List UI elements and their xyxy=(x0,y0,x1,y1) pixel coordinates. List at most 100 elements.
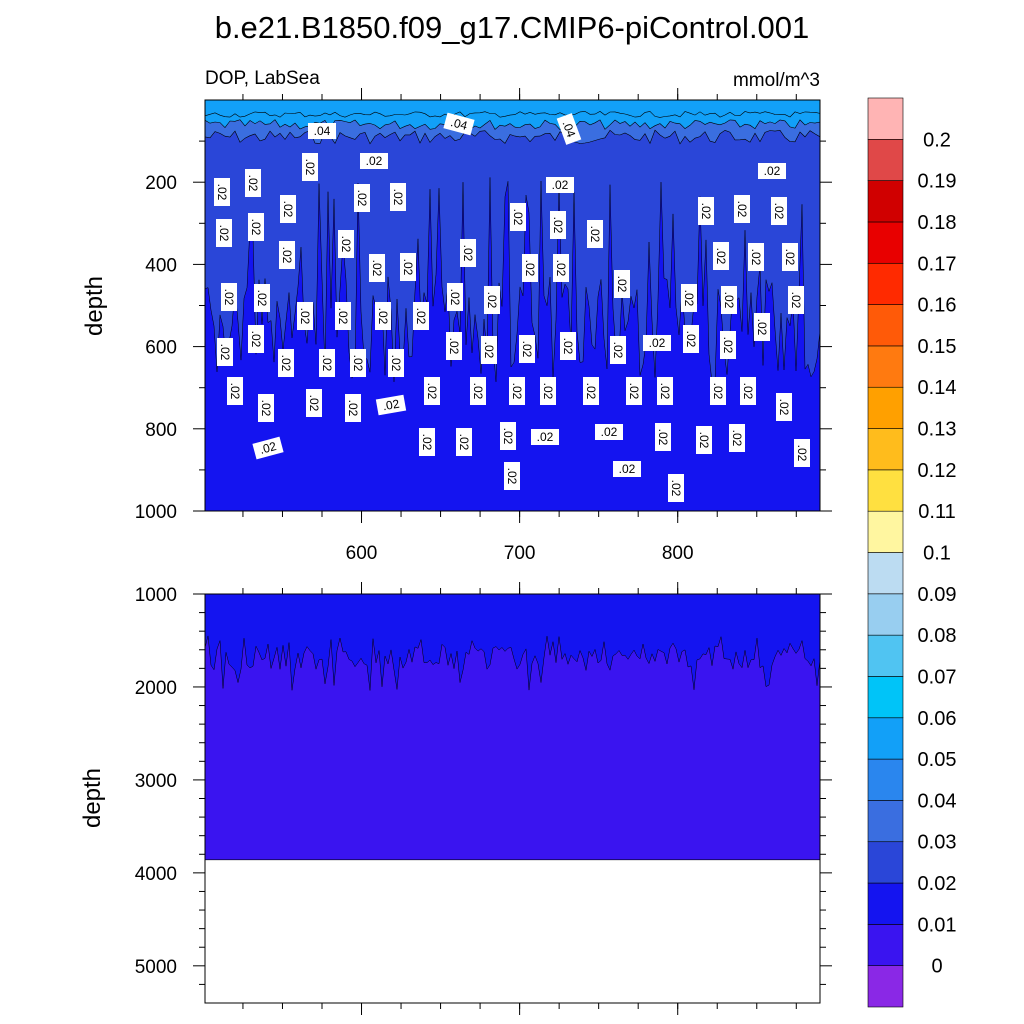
contour-label-text: .02 xyxy=(699,203,713,220)
contour-label-box xyxy=(319,349,335,377)
contour-label-box xyxy=(595,424,623,440)
colorbar-swatch xyxy=(867,510,904,553)
contour-label-box xyxy=(643,335,671,351)
contour-label: .04 xyxy=(556,113,582,145)
contour-label: .02 xyxy=(345,394,361,422)
contour-label-box xyxy=(683,325,699,353)
colorbar-swatch xyxy=(867,262,904,305)
contour-label-text: .02 xyxy=(448,289,462,306)
contour-label-box xyxy=(297,302,313,330)
contour-label-text: .02 xyxy=(457,434,471,451)
contour-label-text: .02 xyxy=(280,247,294,264)
contour-label-box xyxy=(252,436,284,460)
contour-label: .02 xyxy=(683,325,699,353)
contour-label: .02 xyxy=(306,389,322,417)
contour-label: .02 xyxy=(252,436,284,460)
contour-label-text: .04 xyxy=(560,119,579,140)
contour-label-box xyxy=(754,313,770,341)
contour-label-text: .02 xyxy=(669,480,683,497)
contour-label-text: .02 xyxy=(355,190,369,207)
contour-label-box xyxy=(308,123,336,139)
contour-label-box xyxy=(369,254,385,282)
lower-ytick-label: 5000 xyxy=(135,957,177,978)
contour-label: .02 xyxy=(553,254,569,282)
contour-label-box xyxy=(484,286,500,314)
contour-label: .02 xyxy=(550,211,566,239)
colorbar-swatch xyxy=(867,841,904,884)
colorbar-label: 0.02 xyxy=(918,873,957,895)
lower-ytick-label: 4000 xyxy=(135,864,177,885)
contour-label-box xyxy=(350,349,366,377)
contour-label-text: .02 xyxy=(554,260,568,277)
contour-label-text: .02 xyxy=(420,434,434,451)
contour-label-box xyxy=(335,302,351,330)
contour-label: .02 xyxy=(681,284,697,312)
contour-label: .02 xyxy=(794,439,810,467)
contour-label-box xyxy=(360,153,388,169)
colorbar-swatch xyxy=(867,345,904,388)
contour-label: .02 xyxy=(216,219,232,247)
contour-label: .02 xyxy=(729,424,745,452)
contour-label-text: .02 xyxy=(320,355,334,372)
contour-label-text: .02 xyxy=(777,399,791,416)
contour-label: .02 xyxy=(254,284,270,312)
contour-label-text: .02 xyxy=(510,383,524,400)
contour-label-box xyxy=(245,169,261,197)
colorbar-label: 0.07 xyxy=(918,666,957,688)
upper-ytick-label: 600 xyxy=(145,338,177,359)
contour-label-text: .02 xyxy=(627,383,641,400)
contour-label-text: .02 xyxy=(772,203,786,220)
contour-label-text: .02 xyxy=(215,184,229,201)
contour-label: .02 xyxy=(413,302,429,330)
colorbar-swatch xyxy=(867,882,904,925)
colorbar-swatch xyxy=(867,552,904,595)
contour-label-box xyxy=(279,241,295,269)
upper-ytick-label: 800 xyxy=(145,420,177,441)
contour-label: .02 xyxy=(668,474,684,502)
contour-label-text: .02 xyxy=(249,219,263,236)
colorbar-swatch xyxy=(867,924,904,966)
contour-label: .02 xyxy=(754,313,770,341)
colorbar-label: 0.17 xyxy=(918,253,957,275)
contour-label-box xyxy=(698,197,714,225)
contour-label-box xyxy=(610,336,626,364)
contour-label-box xyxy=(721,286,737,314)
colorbar-swatch xyxy=(867,717,904,760)
contour-label-box xyxy=(460,239,476,267)
contour-label: .02 xyxy=(595,424,623,440)
colorbar-swatch xyxy=(867,139,904,181)
contour-label: .02 xyxy=(522,254,538,282)
contour-label: .02 xyxy=(360,153,388,169)
contour-label-box xyxy=(338,230,354,258)
upper-xtick-label: 800 xyxy=(662,543,694,564)
contour-label: .02 xyxy=(338,230,354,258)
contour-label: .02 xyxy=(248,213,264,241)
contour-label-box xyxy=(447,283,463,311)
contour-label-box xyxy=(214,178,230,206)
contour-label-box xyxy=(400,253,416,281)
contour-label-text: .02 xyxy=(684,331,698,348)
contour-label-box xyxy=(375,302,391,330)
contour-label-box xyxy=(278,349,294,377)
contour-label-box xyxy=(258,394,274,422)
contour-label-text: .02 xyxy=(303,159,317,176)
colorbar-label: 0.11 xyxy=(918,501,955,523)
contour-label-box xyxy=(546,177,574,193)
contour-label-text: .02 xyxy=(501,428,515,445)
contour-label: .02 xyxy=(446,332,462,360)
contour-label: .02 xyxy=(504,462,520,490)
contour-label: .02 xyxy=(217,338,233,366)
contour-label: .02 xyxy=(456,428,472,456)
contour-label-text: .02 xyxy=(258,439,278,457)
contour-label-text: .02 xyxy=(281,201,295,218)
colorbar-label: 0.15 xyxy=(918,336,957,358)
contour-label: .02 xyxy=(297,302,313,330)
upper-axes: 600 700 800 200 400 600 800 1000 xyxy=(135,88,832,564)
contour-label: .02 xyxy=(460,239,476,267)
contour-label-text: .02 xyxy=(722,292,736,309)
contour-label-text: .02 xyxy=(511,209,525,226)
contour-label: .02 xyxy=(546,177,574,193)
contour-label-text: .02 xyxy=(711,383,725,400)
contour-label-box xyxy=(375,394,407,416)
surface-layer-05 xyxy=(204,99,821,118)
